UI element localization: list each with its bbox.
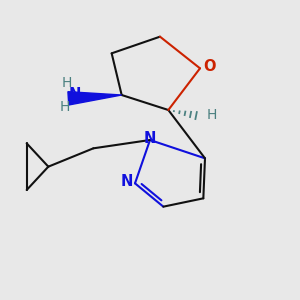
Text: N: N bbox=[68, 87, 80, 102]
Text: N: N bbox=[144, 131, 156, 146]
Text: H: H bbox=[206, 108, 217, 122]
Text: H: H bbox=[59, 100, 70, 114]
Text: N: N bbox=[121, 174, 133, 189]
Text: O: O bbox=[203, 59, 216, 74]
Polygon shape bbox=[68, 92, 122, 105]
Text: H: H bbox=[61, 76, 72, 90]
